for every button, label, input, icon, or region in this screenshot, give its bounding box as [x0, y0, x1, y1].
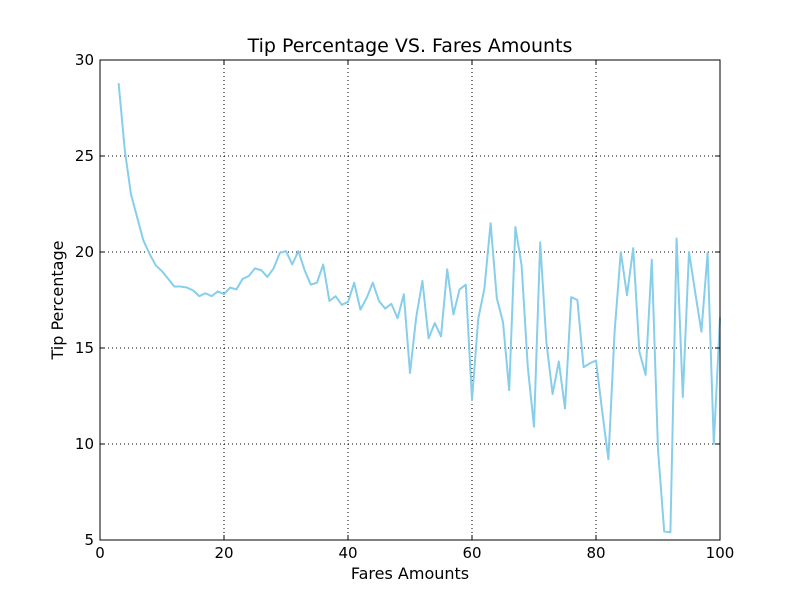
plot-frame: [99, 59, 721, 541]
series-line: [117, 82, 721, 534]
y-tick-label: 30: [75, 51, 94, 69]
x-tick-label: 0: [95, 544, 105, 562]
y-tick-label: 20: [75, 243, 94, 261]
y-tick-label: 5: [84, 531, 94, 549]
x-tick-label: 100: [706, 544, 735, 562]
x-tick-label: 80: [586, 544, 605, 562]
x-axis-label: Fares Amounts: [351, 564, 469, 583]
x-tick-label: 40: [338, 544, 357, 562]
y-tick-label: 25: [75, 147, 94, 165]
chart-title: Tip Percentage VS. Fares Amounts: [247, 35, 573, 57]
series-layer: [117, 82, 721, 534]
y-tick-label: 10: [75, 435, 94, 453]
axis-ticks: 0 20 40 60 80 100 5 10 15 20 25 30: [75, 51, 734, 562]
x-tick-label: 60: [462, 544, 481, 562]
x-tick-label: 20: [214, 544, 233, 562]
y-tick-label: 15: [75, 339, 94, 357]
y-axis-label: Tip Percentage: [48, 241, 67, 361]
